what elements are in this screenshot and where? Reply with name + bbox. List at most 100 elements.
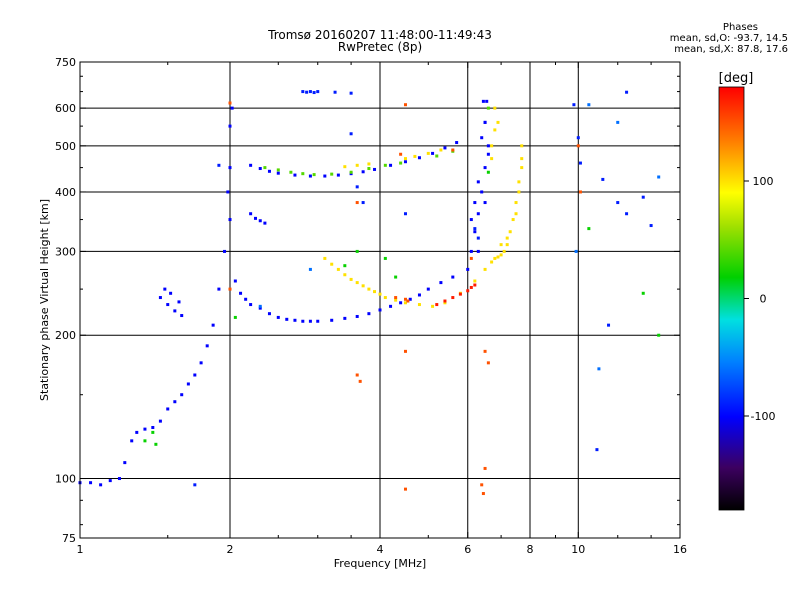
data-point xyxy=(520,166,524,170)
data-point xyxy=(578,161,582,165)
data-point xyxy=(355,201,359,205)
data-point xyxy=(439,281,443,285)
data-point xyxy=(349,132,353,136)
data-point xyxy=(499,243,503,247)
data-point xyxy=(466,267,470,271)
data-point xyxy=(305,90,309,94)
data-point xyxy=(99,483,103,487)
data-point xyxy=(349,91,353,95)
data-point xyxy=(378,308,382,312)
data-point xyxy=(413,154,417,158)
data-point xyxy=(301,319,305,323)
chart-subtitle: RwPretec (8p) xyxy=(337,40,423,54)
data-point xyxy=(361,201,365,205)
data-point xyxy=(403,160,407,164)
y-axis-label: Stationary phase Virtual Height [km] xyxy=(38,199,51,401)
data-point xyxy=(205,344,209,348)
data-point xyxy=(483,466,487,470)
data-point xyxy=(358,379,362,383)
data-point xyxy=(616,120,620,124)
data-point xyxy=(267,169,271,173)
x-tick-label: 2 xyxy=(227,543,234,556)
data-point xyxy=(211,323,215,327)
data-point xyxy=(316,90,320,94)
data-point xyxy=(367,167,371,171)
y-tick-label: 75 xyxy=(62,532,76,545)
data-point xyxy=(361,170,365,174)
data-point xyxy=(228,124,232,128)
data-point xyxy=(469,218,473,222)
data-point xyxy=(486,361,490,365)
data-point xyxy=(514,212,518,216)
data-point xyxy=(480,190,484,194)
data-point xyxy=(476,249,480,253)
data-point xyxy=(435,303,439,307)
data-point xyxy=(451,275,455,279)
x-tick-label: 8 xyxy=(527,543,534,556)
data-point xyxy=(276,168,280,172)
x-tick-label: 1 xyxy=(77,543,84,556)
data-point xyxy=(657,333,661,337)
data-point xyxy=(355,185,359,189)
data-point xyxy=(355,249,359,253)
y-tick-label: 300 xyxy=(55,245,76,258)
data-point xyxy=(490,144,494,148)
data-point xyxy=(493,128,497,132)
data-point xyxy=(343,264,347,268)
data-point xyxy=(267,312,271,316)
data-point xyxy=(657,175,661,179)
data-point xyxy=(403,212,407,216)
data-point xyxy=(403,157,407,161)
data-point xyxy=(483,166,487,170)
colorbar-label: [deg] xyxy=(719,71,754,86)
data-point xyxy=(233,279,237,283)
data-point xyxy=(443,299,447,303)
data-point xyxy=(578,190,582,194)
data-point xyxy=(451,296,455,300)
data-point xyxy=(486,152,490,156)
data-point xyxy=(276,315,280,319)
data-point xyxy=(616,201,620,205)
data-point xyxy=(166,303,170,307)
x-tick-label: 6 xyxy=(464,543,471,556)
data-point xyxy=(143,439,147,443)
data-point xyxy=(426,287,430,291)
data-point xyxy=(595,448,599,452)
data-point xyxy=(417,156,421,160)
data-point xyxy=(505,243,509,247)
data-point xyxy=(230,106,234,110)
data-point xyxy=(601,177,605,181)
data-point xyxy=(389,304,393,308)
y-tick-label: 400 xyxy=(55,186,76,199)
data-point xyxy=(177,300,181,304)
data-point xyxy=(361,284,365,288)
phase-heading: Phases xyxy=(722,22,758,33)
data-point xyxy=(403,297,407,301)
data-point xyxy=(173,309,177,313)
y-tick-label: 600 xyxy=(55,102,76,115)
data-point xyxy=(349,277,353,281)
data-point xyxy=(330,262,334,266)
data-point xyxy=(143,427,147,431)
data-point xyxy=(373,167,377,171)
data-point xyxy=(108,479,112,483)
data-point xyxy=(367,287,371,291)
data-point xyxy=(576,136,580,140)
colorbar xyxy=(718,86,745,511)
data-point xyxy=(502,249,506,253)
data-point xyxy=(173,400,177,404)
data-point xyxy=(151,430,155,434)
x-axis: 1 2 4 6 8 10 16 xyxy=(77,62,687,556)
data-point xyxy=(394,298,398,302)
data-point xyxy=(451,148,455,152)
data-point xyxy=(343,316,347,320)
data-point xyxy=(481,99,485,103)
data-point xyxy=(163,287,167,291)
data-point xyxy=(455,141,459,145)
data-point xyxy=(336,173,340,177)
x-axis-label: Frequency [MHz] xyxy=(334,557,426,570)
phase-statistics: Phases mean, sd,O: -93.7, 14.5 mean, sd,… xyxy=(598,22,788,55)
data-point xyxy=(431,304,435,308)
data-points xyxy=(78,90,661,496)
data-point xyxy=(508,230,512,234)
